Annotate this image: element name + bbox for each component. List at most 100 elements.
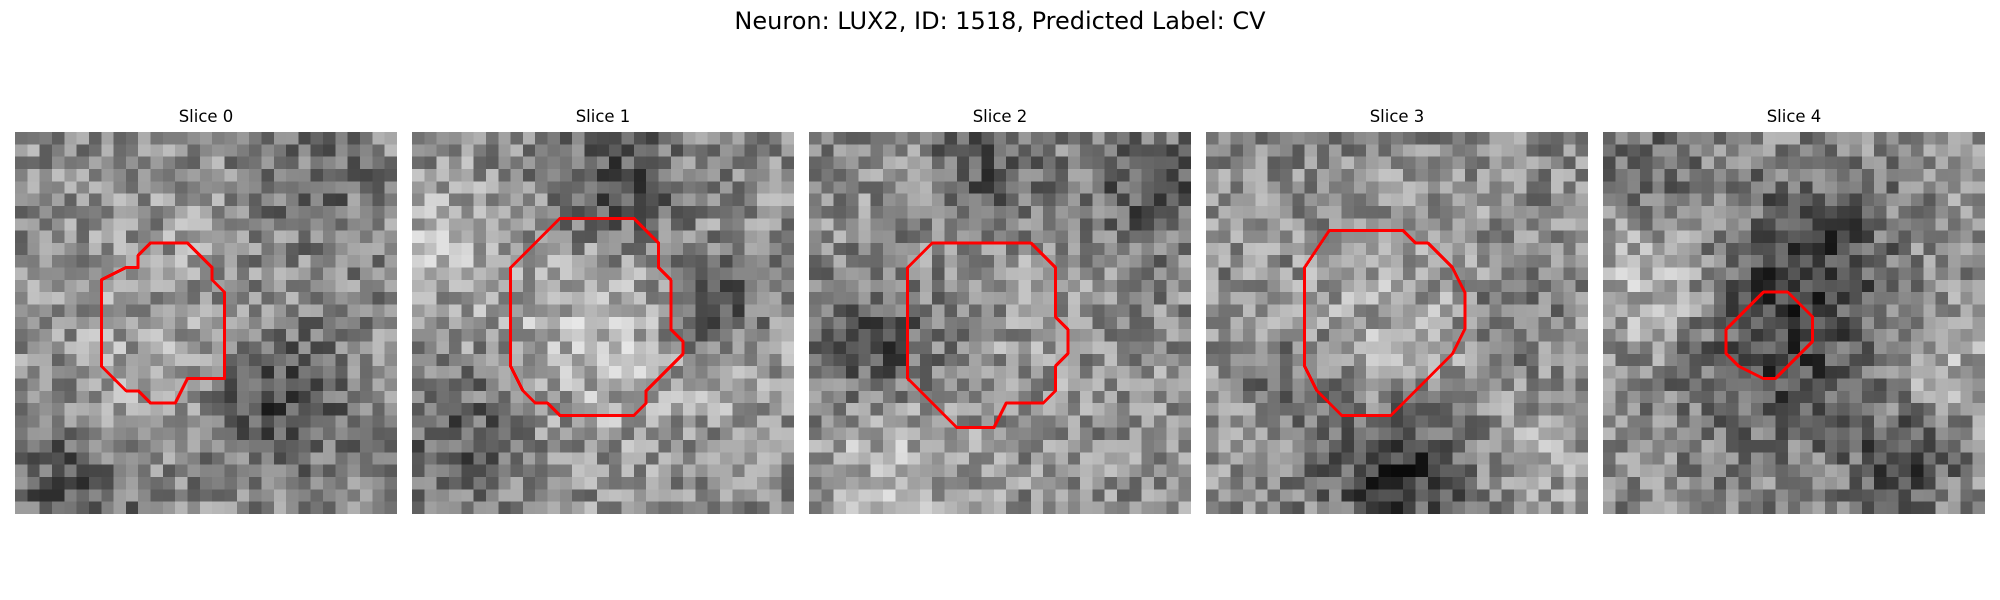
image-pixel xyxy=(1763,452,1776,465)
image-pixel xyxy=(683,267,696,281)
slice-panel-2: Slice 2 xyxy=(809,106,1191,514)
image-pixel xyxy=(1526,255,1539,268)
image-pixel xyxy=(932,205,945,219)
image-pixel xyxy=(1750,181,1764,194)
image-pixel xyxy=(1366,415,1379,428)
image-pixel xyxy=(1874,132,1887,145)
image-pixel xyxy=(1639,403,1653,416)
image-pixel xyxy=(1738,489,1752,502)
image-pixel xyxy=(981,132,995,145)
image-pixel xyxy=(646,218,659,231)
image-pixel xyxy=(1092,181,1105,194)
image-pixel xyxy=(1267,366,1281,379)
image-pixel xyxy=(286,267,299,281)
image-pixel xyxy=(162,464,176,478)
image-pixel xyxy=(298,316,311,330)
image-pixel xyxy=(1154,168,1167,182)
image-pixel xyxy=(981,316,995,330)
image-pixel xyxy=(1255,390,1268,404)
image-pixel xyxy=(150,181,164,194)
image-pixel xyxy=(1117,292,1130,305)
image-pixel xyxy=(1812,144,1826,157)
image-pixel xyxy=(683,366,696,379)
image-pixel xyxy=(138,427,151,441)
image-pixel xyxy=(845,427,859,441)
image-pixel xyxy=(845,403,859,416)
image-pixel xyxy=(981,329,995,342)
image-pixel xyxy=(15,279,28,293)
image-pixel xyxy=(882,267,896,281)
image-pixel xyxy=(498,279,511,293)
image-pixel xyxy=(621,193,635,207)
image-pixel xyxy=(1415,132,1429,145)
image-pixel xyxy=(769,193,782,207)
image-pixel xyxy=(744,267,758,281)
image-pixel xyxy=(1440,390,1453,404)
image-pixel xyxy=(138,366,151,379)
image-pixel xyxy=(1923,452,1936,465)
image-pixel xyxy=(547,378,561,392)
image-pixel xyxy=(1639,230,1653,244)
image-pixel xyxy=(323,132,336,145)
image-pixel xyxy=(1615,501,1628,514)
image-pixel xyxy=(412,452,425,465)
image-pixel xyxy=(448,218,462,231)
image-pixel xyxy=(1255,316,1268,330)
image-pixel xyxy=(360,255,373,268)
image-pixel xyxy=(845,477,859,490)
image-pixel xyxy=(732,440,745,453)
image-pixel xyxy=(1403,132,1416,145)
image-pixel xyxy=(76,440,90,453)
image-pixel xyxy=(113,316,127,330)
image-pixel xyxy=(769,242,782,256)
image-pixel xyxy=(1092,193,1105,207)
image-pixel xyxy=(1800,440,1813,453)
image-pixel xyxy=(993,427,1007,441)
image-pixel xyxy=(39,427,53,441)
image-pixel xyxy=(347,193,361,207)
image-pixel xyxy=(249,390,262,404)
image-pixel xyxy=(1750,279,1764,293)
image-pixel xyxy=(858,144,871,157)
image-pixel xyxy=(224,267,238,281)
image-pixel xyxy=(175,440,188,453)
image-pixel xyxy=(39,415,53,428)
image-pixel xyxy=(547,440,561,453)
image-pixel xyxy=(1526,242,1539,256)
image-pixel xyxy=(956,181,970,194)
image-pixel xyxy=(286,156,299,170)
image-pixel xyxy=(1575,501,1588,514)
image-pixel xyxy=(310,292,324,305)
image-pixel xyxy=(1129,144,1142,157)
image-pixel xyxy=(1787,403,1801,416)
image-pixel xyxy=(1006,193,1019,207)
image-pixel xyxy=(1255,156,1268,170)
image-pixel xyxy=(76,304,90,318)
image-pixel xyxy=(535,427,548,441)
image-pixel xyxy=(1824,477,1838,490)
image-pixel xyxy=(1849,489,1863,502)
image-pixel xyxy=(732,242,745,256)
image-pixel xyxy=(1501,366,1515,379)
image-pixel xyxy=(424,415,437,428)
image-pixel xyxy=(1923,144,1936,157)
image-pixel xyxy=(895,218,908,231)
image-pixel xyxy=(1279,316,1293,330)
image-pixel xyxy=(1279,279,1293,293)
image-pixel xyxy=(1080,181,1093,194)
image-pixel xyxy=(919,279,933,293)
image-pixel xyxy=(1575,415,1588,428)
image-pixel xyxy=(1489,464,1502,478)
image-pixel xyxy=(298,390,311,404)
image-pixel xyxy=(757,415,770,428)
image-pixel xyxy=(809,218,822,231)
image-pixel xyxy=(1242,427,1256,441)
image-pixel xyxy=(1206,415,1219,428)
image-pixel xyxy=(372,181,385,194)
image-pixel xyxy=(1763,464,1776,478)
image-pixel xyxy=(51,193,65,207)
image-pixel xyxy=(1849,390,1863,404)
image-pixel xyxy=(1861,292,1875,305)
image-pixel xyxy=(646,205,659,219)
image-pixel xyxy=(757,156,770,170)
